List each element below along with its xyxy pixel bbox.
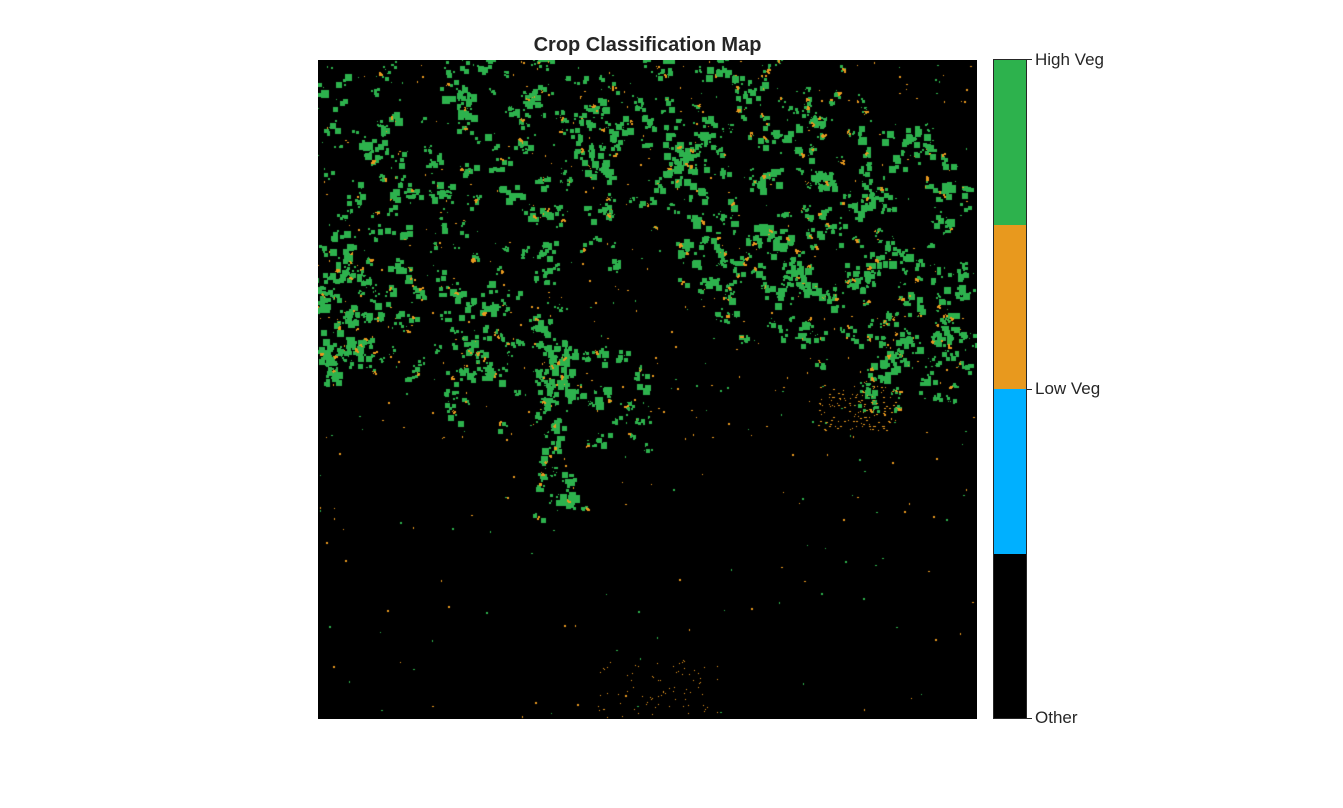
chart-title: Crop Classification Map — [533, 34, 762, 56]
colorbar-tick-middle — [1027, 389, 1032, 390]
colorbar-segment-low-veg-blue — [994, 389, 1026, 554]
colorbar-segment-low-veg-orange — [994, 224, 1026, 389]
colorbar-label-low-veg: Low Veg — [1035, 379, 1101, 398]
colorbar-tick-bottom — [1027, 718, 1032, 719]
colorbar-tick-top — [1027, 59, 1032, 60]
colorbar-segment-other — [994, 553, 1026, 718]
classification-map-image — [318, 60, 977, 719]
colorbar-label-high-veg: High Veg — [1035, 50, 1104, 69]
colorbar-label-other: Other — [1035, 708, 1078, 727]
colorbar — [993, 59, 1027, 719]
colorbar-segment-high-veg — [994, 60, 1026, 225]
